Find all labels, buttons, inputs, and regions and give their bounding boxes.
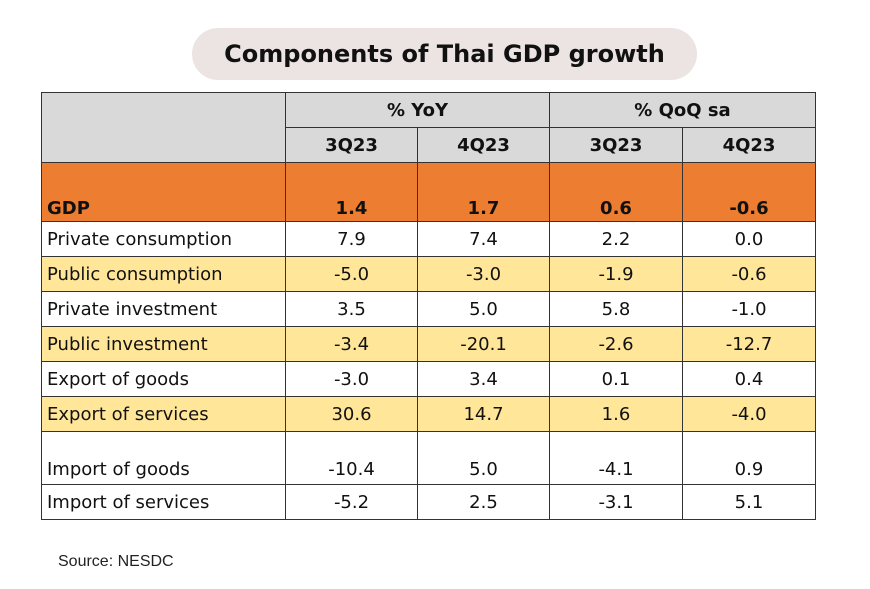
table-row: Public consumption -5.0 -3.0 -1.9 -0.6 [41, 256, 816, 292]
value-cell: 5.0 [417, 291, 550, 327]
gdp-components-table: % YoY % QoQ sa 3Q23 4Q23 3Q23 4Q23 GDP 1.… [41, 92, 816, 520]
table-row: Export of goods -3.0 3.4 0.1 0.4 [41, 361, 816, 397]
value-cell: -4.0 [682, 396, 816, 432]
value-cell: 14.7 [417, 396, 550, 432]
value-cell: 2.2 [549, 221, 683, 257]
row-label: Import of goods [41, 431, 286, 485]
header-qoq-3q23: 3Q23 [549, 127, 683, 163]
value-cell: 3.5 [285, 291, 418, 327]
value-cell: -3.0 [285, 361, 418, 397]
value-cell: 1.6 [549, 396, 683, 432]
table-row: Private consumption 7.9 7.4 2.2 0.0 [41, 221, 816, 257]
value-cell: 30.6 [285, 396, 418, 432]
header-row-groups: % YoY % QoQ sa [41, 92, 816, 163]
value-cell: -20.1 [417, 326, 550, 362]
header-corner-cell [41, 92, 286, 163]
value-cell: -2.6 [549, 326, 683, 362]
header-yoy-3q23: 3Q23 [285, 127, 418, 163]
table-row: Public investment -3.4 -20.1 -2.6 -12.7 [41, 326, 816, 362]
row-label: Private consumption [41, 221, 286, 257]
value-cell: 0.0 [682, 221, 816, 257]
row-label: Private investment [41, 291, 286, 327]
value-cell: -1.0 [682, 291, 816, 327]
value-cell: 1.4 [285, 162, 418, 222]
source-note: Source: NESDC [58, 553, 174, 570]
value-cell: 0.4 [682, 361, 816, 397]
value-cell: 0.6 [549, 162, 683, 222]
row-label: Import of services [41, 484, 286, 520]
value-cell: -12.7 [682, 326, 816, 362]
value-cell: 2.5 [417, 484, 550, 520]
value-cell: 5.8 [549, 291, 683, 327]
table-row: Import of goods -10.4 5.0 -4.1 0.9 [41, 431, 816, 485]
row-label: Public consumption [41, 256, 286, 292]
value-cell: 7.4 [417, 221, 550, 257]
value-cell: -3.1 [549, 484, 683, 520]
value-cell: -5.0 [285, 256, 418, 292]
value-cell: -0.6 [682, 162, 816, 222]
value-cell: 1.7 [417, 162, 550, 222]
value-cell: -0.6 [682, 256, 816, 292]
table-row: Private investment 3.5 5.0 5.8 -1.0 [41, 291, 816, 327]
header-row-quarters: 3Q23 4Q23 3Q23 4Q23 [42, 127, 816, 163]
value-cell: -1.9 [549, 256, 683, 292]
header-group-yoy: % YoY [285, 92, 550, 128]
chart-title: Components of Thai GDP growth [192, 28, 697, 80]
table-row: GDP 1.4 1.7 0.6 -0.6 [41, 162, 816, 222]
row-label: Public investment [41, 326, 286, 362]
value-cell: -3.4 [285, 326, 418, 362]
row-label: Export of services [41, 396, 286, 432]
row-label: Export of goods [41, 361, 286, 397]
value-cell: 3.4 [417, 361, 550, 397]
value-cell: -5.2 [285, 484, 418, 520]
value-cell: 0.1 [549, 361, 683, 397]
row-label: GDP [41, 162, 286, 222]
value-cell: 0.9 [682, 431, 816, 485]
table-row: Import of services -5.2 2.5 -3.1 5.1 [41, 484, 816, 520]
value-cell: -3.0 [417, 256, 550, 292]
header-yoy-4q23: 4Q23 [417, 127, 550, 163]
header-group-qoq: % QoQ sa [549, 92, 816, 128]
header-qoq-4q23: 4Q23 [682, 127, 816, 163]
value-cell: -10.4 [285, 431, 418, 485]
value-cell: 5.0 [417, 431, 550, 485]
value-cell: -4.1 [549, 431, 683, 485]
table-row: Export of services 30.6 14.7 1.6 -4.0 [41, 396, 816, 432]
value-cell: 7.9 [285, 221, 418, 257]
value-cell: 5.1 [682, 484, 816, 520]
